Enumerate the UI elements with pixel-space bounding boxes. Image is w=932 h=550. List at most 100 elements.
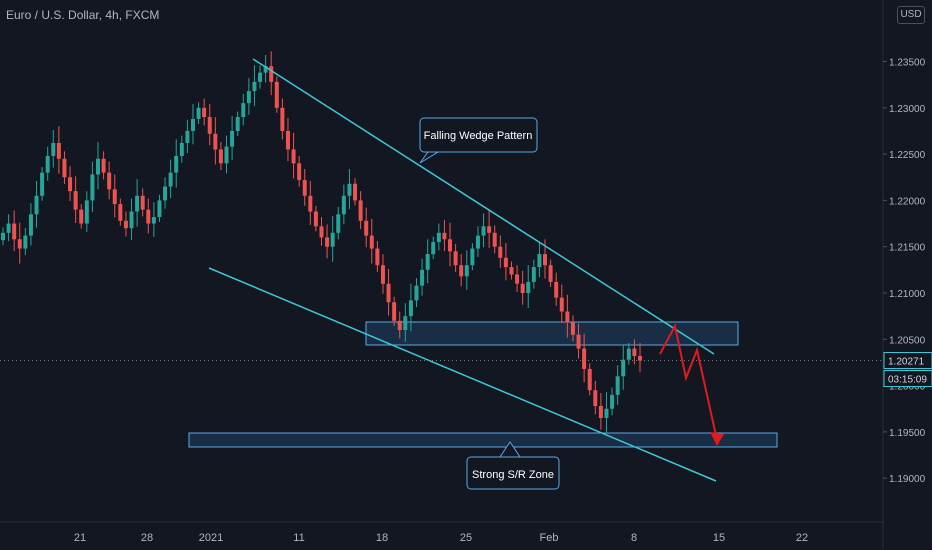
x-tick-label: 8: [631, 532, 637, 544]
candle-body: [380, 265, 385, 284]
candle-body: [302, 180, 307, 196]
support-zone: [188, 432, 778, 448]
candle-body: [408, 300, 413, 317]
candle-body: [330, 232, 335, 247]
y-tick-label: 1.22500: [889, 150, 926, 161]
candle-body: [213, 133, 218, 150]
x-tick-label: 18: [376, 532, 388, 544]
countdown-badge: [883, 370, 932, 388]
candle-body: [565, 311, 570, 323]
candle-body: [90, 174, 95, 201]
candle-body: [548, 265, 553, 282]
candle-body: [520, 283, 525, 293]
candle-body: [207, 117, 212, 134]
candle-body: [364, 220, 369, 236]
candle-body: [492, 232, 497, 247]
candle-body: [168, 172, 173, 187]
y-tick-label: 1.19000: [889, 474, 926, 485]
candle-body: [101, 158, 106, 173]
candle-body: [151, 217, 156, 224]
candle-body: [291, 149, 296, 164]
candle-body: [369, 235, 374, 249]
candle-body: [6, 223, 11, 233]
candle-body: [12, 223, 17, 240]
candle-body: [375, 248, 380, 266]
candle-body: [358, 200, 363, 221]
currency-button[interactable]: USD: [897, 6, 925, 24]
candle-body: [190, 118, 195, 131]
x-tick-label: 15: [713, 532, 725, 544]
candle-body: [79, 209, 84, 224]
candle-body: [56, 142, 61, 159]
projection-arrowhead: [710, 432, 724, 446]
candle-body: [475, 235, 480, 249]
y-tick-label: 1.23000: [889, 104, 926, 115]
x-tick-label: 21: [74, 532, 86, 544]
candle-body: [503, 257, 508, 268]
candle-body: [258, 72, 263, 82]
zone-label: Strong S/R Zone: [472, 469, 554, 481]
candle-body: [107, 172, 112, 190]
candle-body: [554, 281, 559, 298]
candle-body: [246, 91, 251, 104]
candle-body: [431, 242, 436, 255]
candle-body: [313, 211, 318, 227]
candle-body: [23, 235, 28, 249]
x-tick-label: 22: [796, 532, 808, 544]
candle-body: [604, 408, 609, 419]
x-tick-label: Feb: [540, 532, 559, 544]
x-tick-label: 11: [293, 532, 304, 544]
candle-body: [285, 130, 290, 150]
candle-body: [336, 214, 341, 233]
candle-body: [157, 200, 162, 218]
wedge-callout-pointer: [419, 151, 440, 164]
candle-body: [515, 274, 520, 284]
wedge-upper-line: [252, 58, 715, 355]
wedge-label: Falling Wedge Pattern: [424, 130, 533, 142]
candle-body: [448, 239, 453, 252]
candle-body: [308, 195, 313, 212]
candle-body: [403, 316, 408, 331]
candle-body: [263, 66, 268, 73]
wedge-callout-box: [419, 117, 538, 153]
candle-body: [325, 237, 330, 247]
candle-body: [587, 368, 592, 391]
candle-body: [453, 251, 458, 266]
candle-body: [218, 149, 223, 164]
candle-body: [274, 81, 279, 108]
candle-body: [230, 130, 235, 147]
candle-body: [241, 103, 246, 118]
candle-body: [610, 394, 615, 409]
candle-body: [269, 66, 274, 82]
candle-body: [498, 246, 503, 258]
candle-body: [582, 348, 587, 369]
candle-body: [185, 130, 190, 143]
candle-body: [51, 142, 56, 156]
candle-body: [73, 191, 78, 210]
candle-body: [135, 195, 140, 212]
y-tick-label: 1.21000: [889, 289, 926, 300]
candle-body: [40, 172, 45, 196]
candle-body: [570, 322, 575, 335]
y-tick-label: 1.22000: [889, 196, 926, 207]
x-tick-label: 25: [460, 532, 472, 544]
projection-path: [659, 323, 718, 441]
y-tick-label: 1.20000: [889, 382, 926, 393]
candle-body: [163, 186, 168, 201]
candle-body: [297, 163, 302, 181]
candle-body: [118, 204, 123, 221]
candle-body: [464, 265, 469, 277]
candle-body: [112, 189, 117, 205]
candle-body: [459, 265, 464, 277]
candle-body: [638, 355, 642, 361]
candle-body: [420, 269, 425, 286]
candle-body: [179, 142, 184, 156]
candle-body: [425, 254, 430, 270]
candle-body: [202, 107, 207, 118]
candle-body: [224, 146, 229, 164]
candle-body: [481, 226, 486, 236]
candle-body: [442, 232, 447, 240]
x-tick-label: 2021: [199, 532, 223, 544]
